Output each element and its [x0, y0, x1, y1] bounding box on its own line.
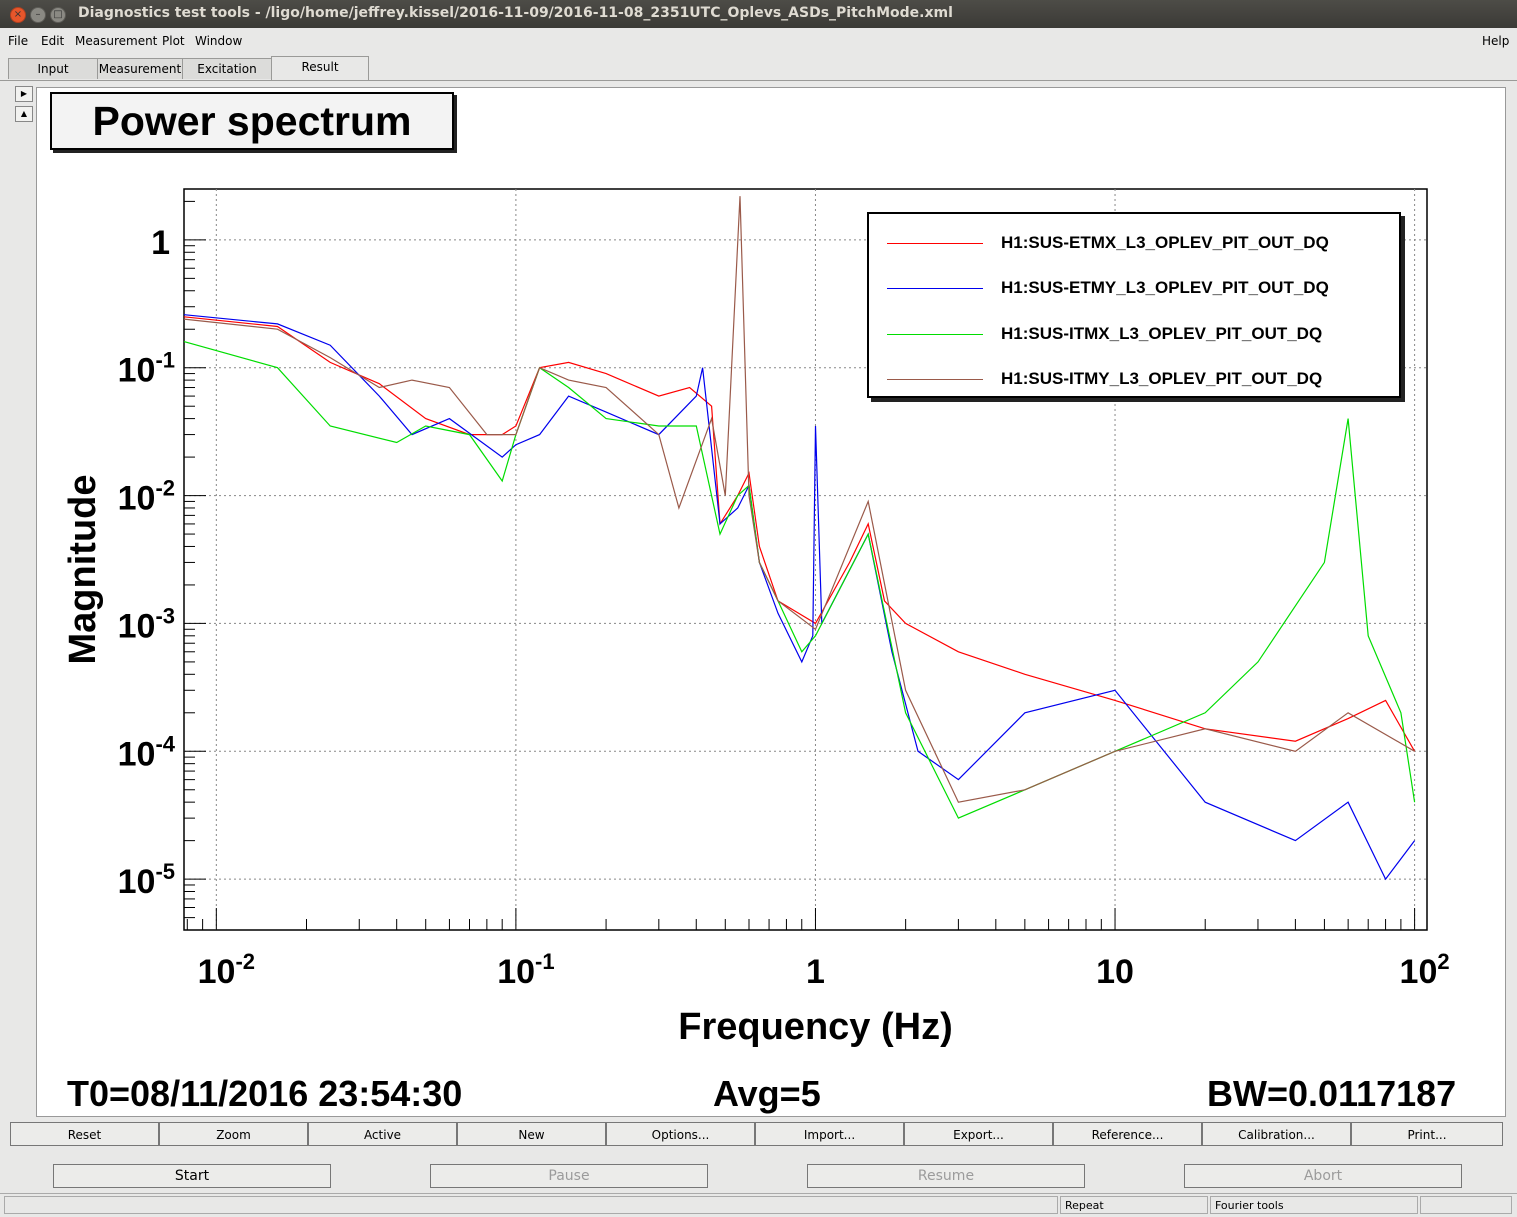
zoom-button[interactable]: Zoom — [159, 1122, 308, 1146]
x-tick-label: 102 — [1400, 949, 1450, 991]
legend: H1:SUS-ETMX_L3_OPLEV_PIT_OUT_DQ H1:SUS-E… — [867, 212, 1401, 398]
active-button[interactable]: Active — [308, 1122, 457, 1146]
minimize-icon: – — [35, 9, 41, 20]
legend-swatch — [887, 288, 983, 289]
x-tick-label: 10-1 — [497, 949, 554, 991]
menu-bar: File Edit Measurement Plot Window Help — [0, 30, 1517, 52]
x-tick-label: 1 — [806, 953, 825, 991]
legend-entry: H1:SUS-ETMY_L3_OPLEV_PIT_OUT_DQ — [869, 274, 1399, 304]
menu-file[interactable]: File — [8, 34, 29, 48]
minimize-window-button[interactable]: – — [30, 7, 46, 23]
y-tick-label: 1 — [151, 224, 170, 262]
import-button[interactable]: Import... — [755, 1122, 904, 1146]
y-tick-label: 10-3 — [118, 603, 175, 645]
legend-swatch — [887, 334, 983, 335]
y-tick-label: 10-5 — [118, 859, 175, 901]
resume-button[interactable]: Resume — [807, 1164, 1085, 1188]
reset-button[interactable]: Reset — [10, 1122, 159, 1146]
x-axis-label: Frequency (Hz) — [678, 1006, 952, 1048]
menu-plot[interactable]: Plot — [162, 34, 185, 48]
y-tick-label: 10-1 — [118, 348, 175, 390]
title-bar: × – □ Diagnostics test tools - /ligo/hom… — [0, 0, 1517, 28]
x-tick-label: 10 — [1096, 953, 1134, 991]
window-title: Diagnostics test tools - /ligo/home/jeff… — [78, 5, 953, 21]
options-button[interactable]: Options... — [606, 1122, 755, 1146]
abort-button[interactable]: Abort — [1184, 1164, 1462, 1188]
plot-title: Power spectrum — [50, 92, 454, 150]
bw-label: BW=0.0117187 — [1207, 1073, 1457, 1114]
pad-prev-arrow-icon[interactable]: ▲ — [15, 106, 33, 122]
series-line-3 — [183, 341, 1416, 819]
series-line-4 — [183, 196, 1415, 803]
close-icon: × — [13, 9, 23, 20]
legend-entry: H1:SUS-ITMX_L3_OPLEV_PIT_OUT_DQ — [869, 320, 1399, 350]
status-tools: Fourier tools — [1210, 1196, 1418, 1214]
menu-help[interactable]: Help — [1482, 34, 1510, 48]
y-tick-label: 10-2 — [118, 476, 175, 518]
legend-swatch — [887, 379, 983, 380]
menu-measurement[interactable]: Measurement — [75, 34, 158, 48]
y-tick-label: 10-4 — [118, 731, 176, 773]
start-button[interactable]: Start — [53, 1164, 331, 1188]
t0-label: T0=08/11/2016 23:54:30 — [67, 1073, 463, 1114]
legend-label: H1:SUS-ETMY_L3_OPLEV_PIT_OUT_DQ — [1001, 278, 1329, 297]
menu-edit[interactable]: Edit — [41, 34, 65, 48]
pause-button[interactable]: Pause — [430, 1164, 708, 1188]
status-bar: Repeat Fourier tools — [0, 1193, 1517, 1217]
legend-entry: H1:SUS-ITMY_L3_OPLEV_PIT_OUT_DQ — [869, 365, 1399, 395]
menu-window[interactable]: Window — [195, 34, 243, 48]
print-button[interactable]: Print... — [1351, 1122, 1503, 1146]
plot-canvas[interactable]: Power spectrum 10-2 10-1 1 10 102 1 10-1 10-2 10… — [36, 87, 1506, 1117]
series-line-1 — [183, 316, 1416, 752]
tab-result[interactable]: Result — [271, 56, 369, 80]
close-window-button[interactable]: × — [10, 7, 26, 23]
plot-button-row: Reset Zoom Active New Options... Import.… — [10, 1122, 1503, 1148]
tab-excitation[interactable]: Excitation — [182, 58, 272, 79]
x-tick-label: 10-2 — [198, 949, 255, 991]
maximize-icon: □ — [53, 9, 63, 20]
new-button[interactable]: New — [457, 1122, 606, 1146]
status-main — [4, 1196, 1058, 1214]
tab-bar: Input Measurement Excitation Result — [0, 56, 1517, 81]
legend-entry: H1:SUS-ETMX_L3_OPLEV_PIT_OUT_DQ — [869, 229, 1399, 259]
status-extra — [1420, 1196, 1512, 1214]
legend-label: H1:SUS-ITMX_L3_OPLEV_PIT_OUT_DQ — [1001, 324, 1323, 343]
avg-label: Avg=5 — [713, 1073, 821, 1114]
status-repeat: Repeat — [1060, 1196, 1208, 1214]
y-axis-label: Magnitude — [62, 475, 104, 665]
legend-label: H1:SUS-ETMX_L3_OPLEV_PIT_OUT_DQ — [1001, 233, 1329, 252]
legend-swatch — [887, 243, 983, 244]
export-button[interactable]: Export... — [904, 1122, 1053, 1146]
tab-measurement[interactable]: Measurement — [97, 58, 183, 79]
legend-label: H1:SUS-ITMY_L3_OPLEV_PIT_OUT_DQ — [1001, 369, 1323, 388]
maximize-window-button[interactable]: □ — [50, 7, 66, 23]
pad-next-arrow-icon[interactable]: ▶ — [15, 86, 33, 102]
reference-button[interactable]: Reference... — [1053, 1122, 1202, 1146]
tab-input[interactable]: Input — [8, 58, 98, 79]
calibration-button[interactable]: Calibration... — [1202, 1122, 1351, 1146]
